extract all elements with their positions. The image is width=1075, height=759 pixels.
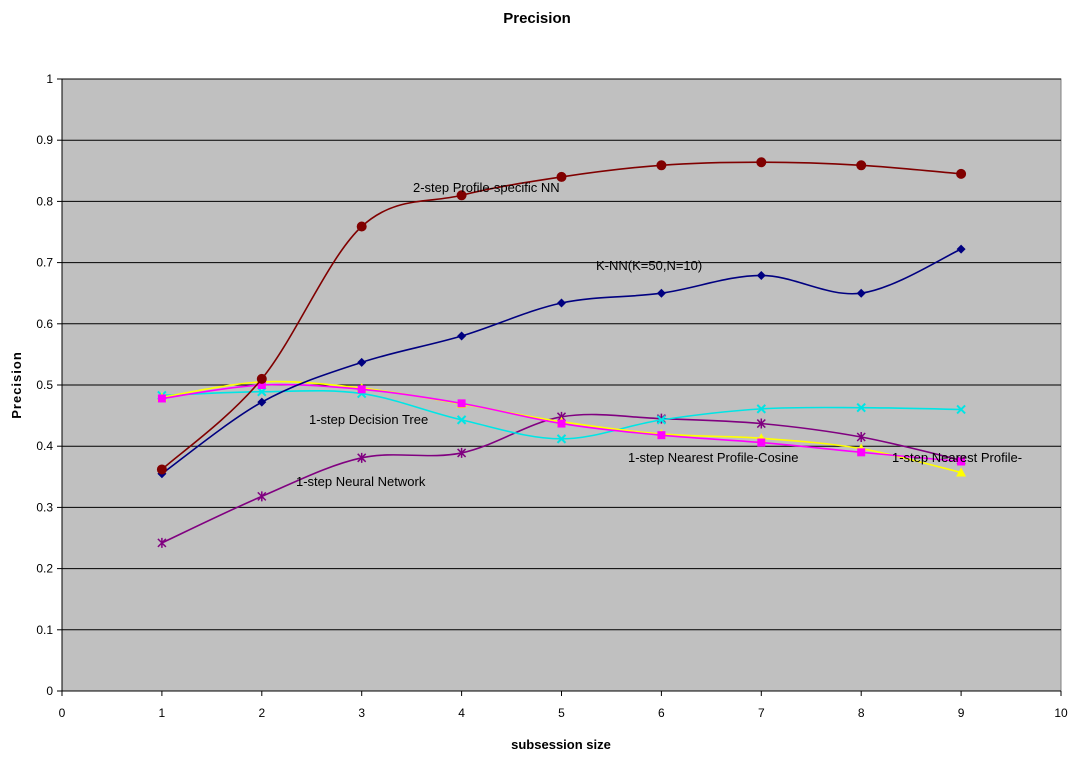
data-point-1-step-neural-network [756,418,766,429]
y-tick-label: 0.6 [36,317,53,331]
y-tick-label: 0.3 [36,500,53,514]
data-point-1-step-nearest-profile-cosine [657,431,666,440]
x-tick-label: 3 [358,706,365,720]
y-tick-label: 1 [46,72,53,86]
data-point-k-nn-k-50-n-10 [357,357,367,367]
y-tick-label: 0.1 [36,623,53,637]
series-1-step-decision-tree [157,387,966,444]
x-tick-label: 2 [258,706,265,720]
x-tick-label: 0 [59,706,66,720]
y-tick-label: 0.9 [36,133,53,147]
y-tick-label: 0.7 [36,256,53,270]
data-point-k-nn-k-50-n-10 [257,397,267,407]
y-tick-label: 0.2 [36,562,53,576]
data-point-1-step-decision-tree [856,402,866,413]
y-tick-label: 0.4 [36,439,53,453]
x-tick-label: 6 [658,706,665,720]
x-tick-label: 10 [1054,706,1068,720]
x-tick-label: 1 [159,706,166,720]
data-point-k-nn-k-50-n-10 [856,288,866,298]
x-axis-title: subsession size [511,737,611,752]
data-point-1-step-nearest-profile-cosine [857,448,866,457]
data-point-2-step-profile-specific-nn [356,221,367,232]
series-line-2-step-profile-specific-nn [161,161,962,471]
data-point-1-step-nearest-profile-cosine [757,438,766,447]
x-tick-label: 9 [958,706,965,720]
x-tick-label: 7 [758,706,765,720]
data-point-1-step-nearest-profile-cosine [457,399,466,408]
data-point-1-step-nearest-profile-cosine [257,381,266,389]
data-point-k-nn-k-50-n-10 [756,270,766,280]
series-labels: 2-step Profile-specific NN K-NN(K=50,N=1… [296,180,1022,489]
series-2-step-profile-specific-nn [156,157,967,475]
data-point-1-step-decision-tree [956,404,966,415]
series-layer [156,157,967,548]
data-point-2-step-profile-specific-nn [856,160,867,171]
series-label-nearest-profile-cosine: 1-step Nearest Profile-Cosine [628,450,799,465]
chart-title: Precision [503,10,571,27]
data-point-2-step-profile-specific-nn [656,160,667,171]
data-point-k-nn-k-50-n-10 [956,244,966,254]
series-label-knn: K-NN(K=50,N=10) [596,258,702,273]
tick-labels: 00.10.20.30.40.50.60.70.80.910 1 2 3 4 5 6 7 8 9 1… [36,72,1068,720]
data-point-1-step-neural-network [856,432,866,443]
data-point-1-step-nearest-profile-cosine [957,457,966,466]
y-tick-label: 0.8 [36,194,53,208]
series-label-decision-tree: 1-step Decision Tree [309,412,428,427]
gridlines [62,78,1061,631]
data-point-1-step-neural-network [357,452,367,463]
x-tick-label: 4 [458,706,465,720]
data-point-2-step-profile-specific-nn [456,190,467,201]
x-tick-label: 8 [858,706,865,720]
data-point-1-step-neural-network [457,447,467,458]
data-point-1-step-decision-tree [756,404,767,414]
data-point-2-step-profile-specific-nn [756,157,767,168]
data-point-1-step-nearest-profile [956,467,967,477]
data-point-2-step-profile-specific-nn [156,464,167,475]
series-label-nearest-profile: 1-step Nearest Profile- [892,450,1022,465]
data-point-2-step-profile-specific-nn [256,373,267,384]
series-k-nn-k-50-n-10 [157,244,966,479]
data-point-1-step-decision-tree [656,415,667,425]
data-point-1-step-neural-network [257,491,267,502]
y-tick-label: 0 [46,684,53,698]
x-tick-label: 5 [558,706,565,720]
data-point-k-nn-k-50-n-10 [457,331,467,341]
data-point-1-step-nearest-profile-cosine [157,394,166,403]
data-point-1-step-decision-tree [257,387,267,397]
data-point-2-step-profile-specific-nn [556,171,567,182]
y-axis-title: Precision [9,351,24,419]
y-tick-label: 0.5 [36,378,53,392]
series-label-profile-nn: 2-step Profile-specific NN [413,180,560,195]
axes [57,78,1062,696]
data-point-1-step-neural-network [157,537,167,548]
data-point-2-step-profile-specific-nn [956,168,967,179]
data-point-1-step-nearest-profile-cosine [357,385,366,394]
data-point-1-step-decision-tree [456,415,467,425]
data-point-1-step-nearest-profile-cosine [557,419,566,428]
data-point-k-nn-k-50-n-10 [557,298,566,308]
data-point-k-nn-k-50-n-10 [656,288,666,298]
data-point-1-step-decision-tree [556,434,567,444]
series-label-neural-network: 1-step Neural Network [296,474,426,489]
series-1-step-nearest-profile-cosine [157,381,966,466]
